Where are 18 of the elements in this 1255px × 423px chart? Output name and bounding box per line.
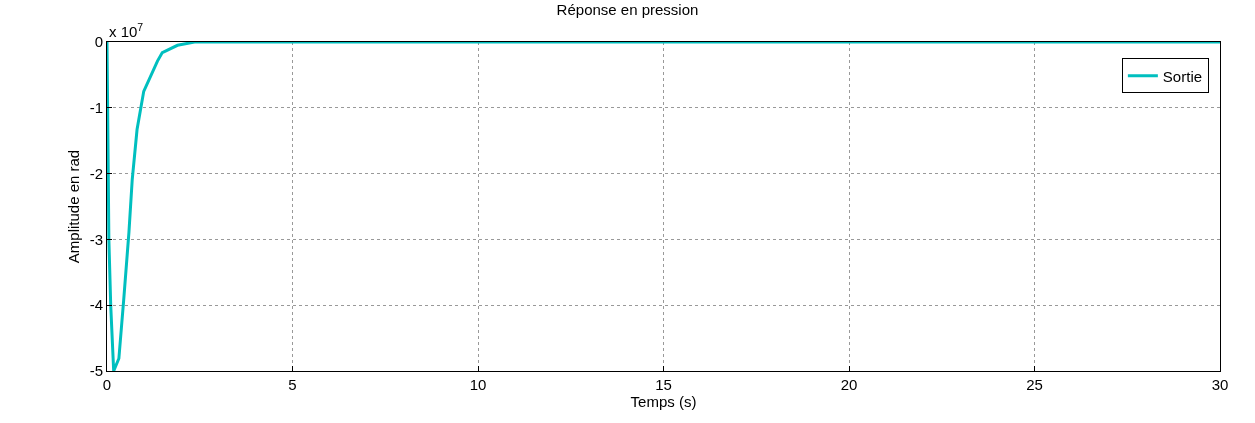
- y-tick-label: -3: [89, 230, 103, 248]
- y-axis-title: Amplitude en rad: [64, 149, 82, 264]
- line-series: [107, 42, 1220, 371]
- text: x 10$^{7}$: [109, 21, 144, 41]
- y-tick-label: -2: [89, 164, 103, 182]
- chart-title: Réponse en pression: [556, 0, 699, 18]
- x-tick-label: 30: [1211, 376, 1229, 393]
- x-tick-label: 25: [1026, 376, 1043, 393]
- x-tick-label: 10: [469, 376, 487, 393]
- y-tick-label: 0: [94, 33, 103, 51]
- legend-label: Sortie: [1162, 67, 1203, 85]
- y-tick-label: -5: [89, 362, 103, 380]
- x-axis-title: Temps (s): [630, 393, 697, 410]
- x-tick-label: 15: [655, 376, 672, 393]
- y-tick-label: -1: [89, 99, 103, 117]
- y-tick-label: -4: [89, 296, 103, 314]
- x-tick-label: 5: [288, 376, 297, 393]
- x-tick-label: 20: [840, 376, 858, 393]
